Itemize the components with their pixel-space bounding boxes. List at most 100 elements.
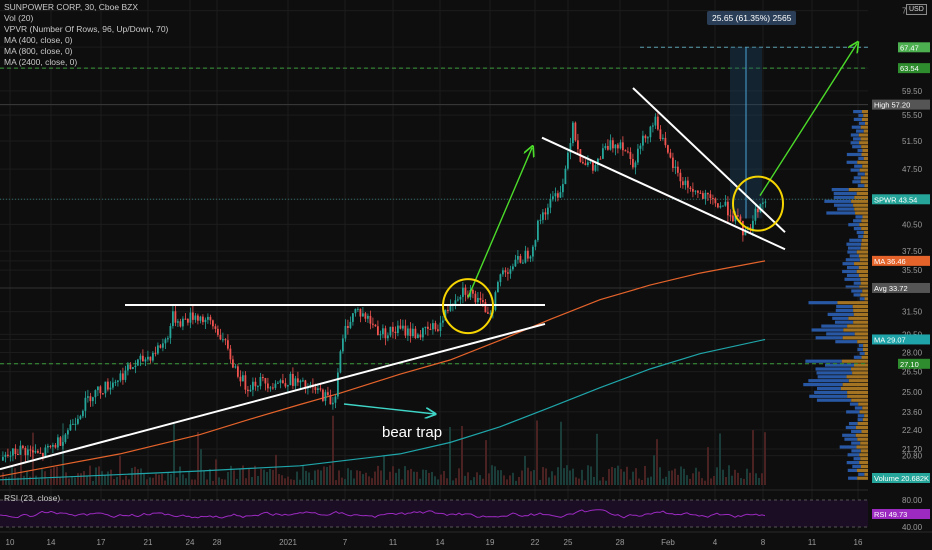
candle-body — [142, 355, 144, 362]
y-tick-label-6: 51.50 — [902, 137, 923, 146]
candle-body — [474, 293, 477, 303]
candle-body — [507, 272, 509, 274]
volume-bar — [251, 477, 253, 485]
vpvr-bar-up — [803, 383, 843, 387]
volume-bar — [710, 478, 712, 485]
vpvr-bar-up — [849, 254, 859, 258]
volume-bar — [365, 472, 367, 485]
candle-body — [79, 416, 82, 419]
legend-ma2400[interactable]: MA (2400, close, 0) — [4, 57, 78, 67]
vpvr-bar-up — [853, 176, 861, 180]
candle-body — [594, 165, 597, 171]
candle-body — [659, 129, 662, 140]
candle-body — [637, 148, 639, 163]
legend-rsi[interactable]: RSI (23, close) — [4, 493, 61, 503]
volume-bar — [227, 471, 229, 485]
volume-bar — [263, 469, 265, 485]
volume-bar — [659, 467, 661, 485]
candle-body — [389, 326, 392, 336]
volume-bar — [581, 469, 583, 485]
volume-bar — [122, 479, 124, 485]
vpvr-bar-up — [805, 359, 842, 363]
vpvr-bar-up — [858, 344, 864, 348]
volume-bar — [86, 476, 88, 485]
vpvr-bar-down — [859, 258, 868, 262]
candle-body — [509, 269, 512, 274]
volume-bar — [563, 468, 565, 485]
candle-body — [644, 135, 647, 139]
vpvr-bar-up — [845, 258, 860, 262]
vpvr-bar-up — [858, 234, 864, 238]
legend-vol[interactable]: Vol (20) — [4, 13, 34, 23]
candle-body — [164, 339, 167, 344]
vpvr-bar-up — [847, 468, 858, 472]
volume-bar — [494, 466, 496, 485]
volume-bar — [413, 471, 415, 485]
candle-body — [67, 430, 69, 435]
volume-bar — [521, 470, 523, 485]
vpvr-bar-down — [842, 336, 868, 340]
candle-body — [704, 192, 707, 199]
candle-body — [534, 240, 537, 247]
candle-body — [162, 343, 164, 348]
volume-bar — [350, 470, 352, 485]
x-tick-label-12: 25 — [564, 538, 573, 547]
vpvr-bar-down — [859, 285, 868, 289]
candle-body — [694, 190, 697, 192]
candle-body — [592, 161, 594, 171]
legend-vpvr[interactable]: VPVR (Number Of Rows, 96, Up/Down, 70) — [4, 24, 169, 34]
vpvr-bar-up — [858, 472, 865, 476]
candle-body — [702, 193, 704, 199]
candle-body — [684, 180, 687, 186]
vpvr-bar-down — [857, 437, 868, 441]
candle-body — [4, 454, 7, 457]
candle-body — [89, 396, 92, 402]
vpvr-bar-up — [855, 215, 863, 219]
volume-bar — [317, 469, 319, 485]
vpvr-bar-up — [853, 117, 862, 121]
vpvr-bar-up — [857, 418, 863, 422]
vpvr-bar-down — [854, 363, 868, 367]
currency-badge[interactable]: USD — [906, 4, 927, 15]
candle-body — [732, 215, 734, 222]
moving-averages — [0, 260, 766, 481]
vpvr-bar-up — [839, 445, 857, 449]
volume-bar — [398, 468, 400, 485]
candle-body — [719, 205, 722, 208]
y-tick-label-19: 26.50 — [902, 368, 923, 377]
y-tick-label-3: 59.50 — [902, 87, 923, 96]
vpvr-bar-up — [850, 141, 860, 145]
vpvr-bar-up — [851, 429, 862, 433]
legend-title[interactable]: SUNPOWER CORP, 30, Cboe BZX — [4, 2, 138, 12]
vpvr-bar-up — [834, 320, 854, 324]
vpvr-bar-up — [848, 422, 858, 426]
levels — [0, 46, 868, 365]
candle-body — [617, 144, 619, 149]
vpvr-bar-up — [847, 453, 860, 457]
candle-body — [244, 375, 247, 390]
volume-bar — [203, 470, 205, 485]
legend-ma400[interactable]: MA (400, close, 0) — [4, 35, 73, 45]
vpvr-bar-down — [862, 289, 868, 293]
vpvr-bar-down — [848, 316, 868, 320]
volume-bar — [566, 465, 568, 485]
volume-bar — [80, 473, 82, 485]
candle-body — [464, 287, 467, 295]
candle-body — [477, 297, 479, 303]
volume-bar — [596, 433, 598, 485]
vpvr-bar-up — [816, 398, 852, 402]
volume-bar — [428, 472, 430, 485]
vpvr-bar-up — [836, 305, 853, 309]
candle-body — [562, 184, 564, 193]
vpvr-bar-up — [857, 414, 865, 418]
legend-ma800[interactable]: MA (800, close, 0) — [4, 46, 73, 56]
volume-bar — [77, 473, 79, 485]
vpvr-bar-up — [849, 238, 862, 242]
volume-bar — [458, 468, 460, 485]
vpvr-bar-down — [858, 402, 868, 406]
candle-body — [627, 151, 629, 153]
vpvr-bar-up — [824, 363, 855, 367]
candle-body — [114, 381, 117, 383]
candle-body — [634, 162, 637, 168]
